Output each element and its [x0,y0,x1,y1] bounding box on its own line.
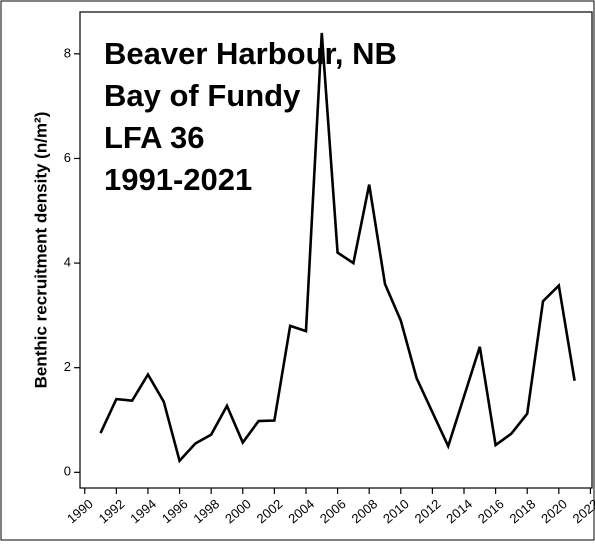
y-tick-label: 0 [64,464,71,479]
x-tick-label: 1994 [127,496,159,526]
x-tick-label: 1998 [190,496,222,526]
y-tick-label: 6 [64,150,71,165]
x-tick-label: 2014 [443,496,475,526]
x-tick-label: 2002 [254,496,286,526]
y-axis-label: Benthic recruitment density (n/m²) [31,112,50,389]
x-tick-label: 2004 [285,496,317,526]
x-tick-label: 2022 [570,496,595,526]
x-tick-label: 1990 [64,496,96,526]
x-tick-label: 1996 [159,496,191,526]
x-tick-label: 2018 [507,496,539,526]
x-tick-label: 2016 [475,496,507,526]
y-tick-label: 2 [64,359,71,374]
y-tick-label: 4 [64,255,71,270]
x-tick-label: 2012 [412,496,444,526]
x-tick-label: 2008 [348,496,380,526]
annotation-line: Bay of Fundy [104,78,301,113]
data-line [99,32,576,464]
x-tick-label: 2010 [380,496,412,526]
annotation-line: LFA 36 [104,120,205,155]
x-tick-label: 2006 [317,496,349,526]
annotation-line: 1991-2021 [104,162,252,197]
x-tick-label: 1992 [96,496,128,526]
annotation-line: Beaver Harbour, NB [104,36,397,71]
y-tick-label: 8 [64,45,71,60]
x-tick-label: 2000 [222,496,254,526]
plot-frame [79,11,593,489]
x-tick-label: 2020 [538,496,570,526]
